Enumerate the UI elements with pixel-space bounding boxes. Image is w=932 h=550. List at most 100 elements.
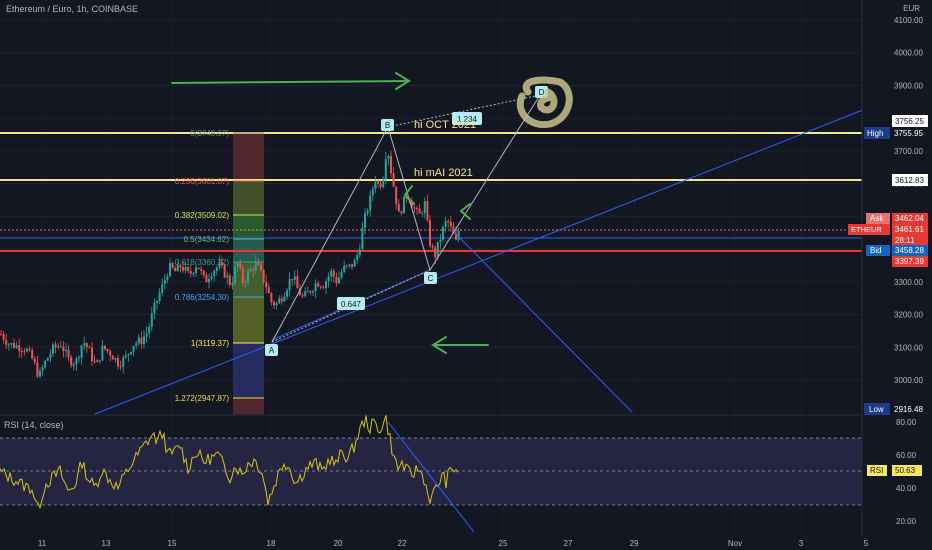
candle — [275, 301, 278, 310]
candle — [114, 357, 117, 363]
point-c[interactable]: C — [424, 272, 437, 284]
svg-text:RSI: RSI — [870, 466, 883, 475]
svg-text:3612.83: 3612.83 — [895, 176, 924, 185]
candle — [106, 348, 109, 354]
candle — [135, 340, 138, 350]
candle — [41, 364, 44, 377]
candle — [213, 269, 216, 282]
candle — [418, 203, 421, 214]
fib-label-0786: 0.786(3254.30) — [175, 293, 230, 302]
candle — [439, 233, 442, 250]
candle — [304, 287, 307, 298]
time-axis[interactable] — [0, 536, 932, 550]
candle — [340, 268, 343, 280]
symbol-title[interactable]: Ethereum / Euro, 1h, COINBASE — [6, 4, 139, 14]
candle — [200, 265, 203, 275]
candle — [124, 350, 127, 360]
candle — [431, 243, 434, 251]
candle — [377, 178, 379, 189]
candle — [197, 267, 200, 270]
candle — [98, 360, 101, 365]
candle — [267, 283, 270, 294]
candle — [325, 278, 327, 295]
candle — [356, 251, 359, 265]
candle — [270, 292, 273, 306]
price-tick-label: 3700.00 — [894, 147, 923, 156]
time-tick-label: 3 — [799, 539, 804, 548]
candle — [442, 225, 444, 243]
candle — [10, 342, 13, 349]
candle — [93, 354, 96, 364]
label-bid: Bid 3458.28 — [866, 245, 928, 256]
candle — [57, 343, 60, 350]
candle — [423, 196, 426, 219]
svg-text:Ask: Ask — [870, 214, 884, 223]
candle — [306, 286, 309, 293]
svg-text:Bid: Bid — [870, 246, 882, 255]
point-b[interactable]: B — [381, 119, 394, 131]
candle — [62, 341, 65, 358]
price-axis[interactable] — [862, 0, 932, 550]
svg-text:28:11: 28:11 — [895, 236, 915, 245]
candle — [187, 265, 190, 274]
candle — [351, 264, 353, 271]
candle — [179, 263, 182, 273]
candle — [322, 285, 325, 289]
candle — [421, 210, 424, 218]
rsi-title[interactable]: RSI (14, close) — [4, 420, 64, 430]
candle — [176, 261, 179, 272]
candle — [101, 339, 104, 362]
candle — [156, 300, 158, 310]
rsi-tick-label: 20.00 — [896, 517, 917, 526]
descending-projection-line[interactable] — [451, 229, 633, 413]
svg-text:3462.04: 3462.04 — [895, 214, 924, 223]
candle — [273, 300, 275, 310]
candle — [72, 361, 75, 371]
candle — [20, 347, 23, 359]
rsi-band — [0, 438, 862, 505]
candle — [392, 167, 395, 188]
candle — [117, 354, 119, 370]
candle — [345, 264, 348, 269]
candle — [145, 326, 148, 343]
candle — [119, 360, 122, 371]
candle — [369, 190, 372, 217]
candle — [335, 272, 338, 287]
candle — [163, 273, 166, 290]
candle — [296, 269, 299, 289]
svg-text:ETHEUR: ETHEUR — [851, 225, 882, 234]
point-d[interactable]: D — [535, 86, 548, 98]
fib-label-0382: 0.382(3509.02) — [175, 211, 230, 220]
time-tick-label: 22 — [398, 539, 407, 548]
candle — [132, 345, 135, 357]
candle — [215, 265, 218, 276]
candle — [223, 263, 226, 279]
ratio-bc-label: 0.647 — [337, 297, 365, 310]
candle — [332, 268, 335, 283]
time-ticks: 11 13 15 18 20 22 25 27 29 Nov 3 5 — [38, 539, 869, 548]
time-tick-label: 25 — [499, 539, 508, 548]
svg-text:High: High — [867, 129, 883, 138]
candle — [291, 279, 294, 286]
candle — [278, 295, 281, 304]
point-a[interactable]: A — [265, 344, 278, 356]
candle — [23, 348, 26, 356]
candle — [239, 258, 242, 271]
candle — [111, 354, 114, 360]
price-tick-label: 3200.00 — [894, 311, 923, 320]
candle — [171, 261, 174, 270]
rsi-trendline[interactable] — [387, 421, 475, 533]
svg-text:D: D — [539, 88, 545, 97]
candle — [174, 265, 177, 272]
candle — [254, 254, 257, 274]
candle — [338, 271, 340, 285]
candle — [247, 267, 249, 286]
svg-text:3756.25: 3756.25 — [895, 117, 924, 126]
candle — [39, 367, 41, 379]
candle — [70, 354, 73, 369]
candle — [36, 355, 39, 379]
ascending-trendline[interactable] — [94, 99, 889, 415]
time-tick-label: 13 — [102, 539, 111, 548]
candle — [317, 280, 320, 288]
